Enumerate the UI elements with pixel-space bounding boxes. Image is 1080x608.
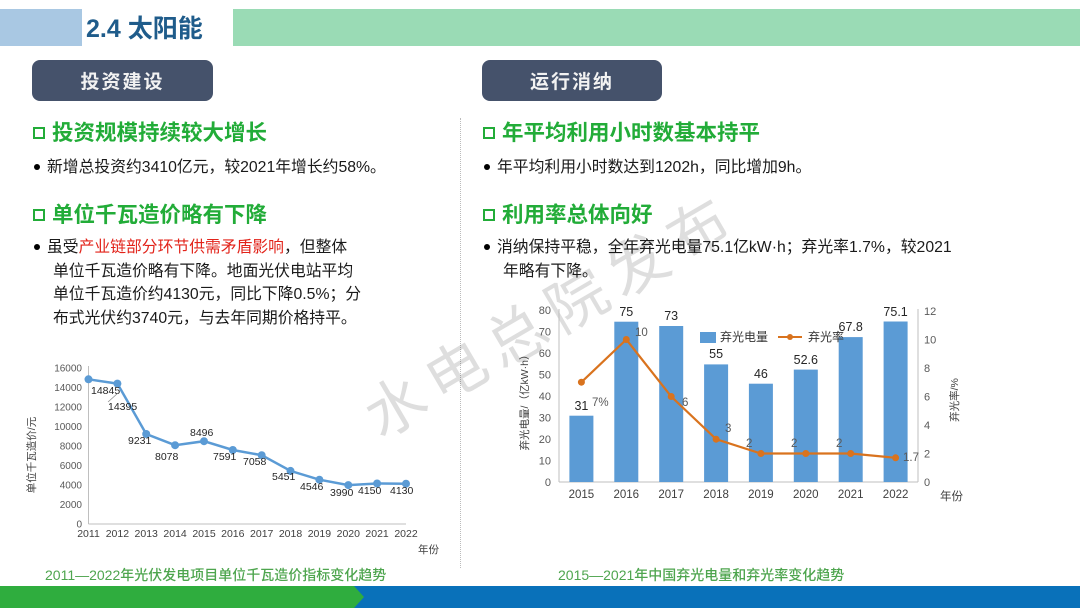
svg-text:弃光率: 弃光率 [808, 329, 844, 344]
svg-text:75.1: 75.1 [883, 305, 907, 319]
svg-text:10: 10 [635, 327, 648, 339]
svg-text:52.6: 52.6 [794, 353, 818, 367]
svg-text:60: 60 [539, 348, 551, 360]
svg-text:2016: 2016 [614, 489, 640, 501]
svg-text:0: 0 [924, 477, 930, 489]
svg-text:12: 12 [924, 306, 936, 318]
svg-text:73: 73 [664, 309, 678, 323]
svg-text:10: 10 [924, 335, 936, 347]
svg-text:2021: 2021 [838, 489, 864, 501]
svg-text:2022: 2022 [883, 489, 909, 501]
svg-text:1.7: 1.7 [903, 452, 919, 464]
svg-text:7%: 7% [592, 397, 609, 409]
svg-text:30: 30 [539, 413, 551, 425]
svg-text:31: 31 [574, 399, 588, 413]
svg-text:4: 4 [924, 420, 930, 432]
svg-text:20: 20 [539, 434, 551, 446]
svg-text:40: 40 [539, 391, 551, 403]
svg-text:年份: 年份 [940, 489, 963, 503]
svg-text:10: 10 [539, 456, 551, 468]
svg-text:2: 2 [746, 438, 752, 450]
svg-text:2019: 2019 [748, 489, 774, 501]
svg-text:2017: 2017 [658, 489, 684, 501]
svg-text:6: 6 [682, 397, 688, 409]
svg-text:8: 8 [924, 363, 930, 375]
svg-text:2020: 2020 [793, 489, 819, 501]
svg-text:50: 50 [539, 370, 551, 382]
svg-text:2: 2 [924, 449, 930, 461]
svg-text:6: 6 [924, 392, 930, 404]
svg-text:3: 3 [725, 423, 731, 435]
svg-text:弃光电量/（亿kW·h）: 弃光电量/（亿kW·h） [518, 350, 531, 451]
svg-text:0: 0 [545, 477, 551, 489]
svg-text:2018: 2018 [703, 489, 729, 501]
svg-text:2015: 2015 [569, 489, 595, 501]
svg-text:80: 80 [539, 305, 551, 317]
svg-text:2: 2 [791, 438, 797, 450]
svg-text:弃光电量: 弃光电量 [720, 329, 768, 344]
svg-text:75: 75 [619, 305, 633, 319]
svg-text:2: 2 [836, 438, 842, 450]
svg-text:弃光率/%: 弃光率/% [948, 378, 961, 422]
svg-text:70: 70 [539, 327, 551, 339]
svg-text:46: 46 [754, 367, 768, 381]
svg-text:55: 55 [709, 347, 723, 361]
